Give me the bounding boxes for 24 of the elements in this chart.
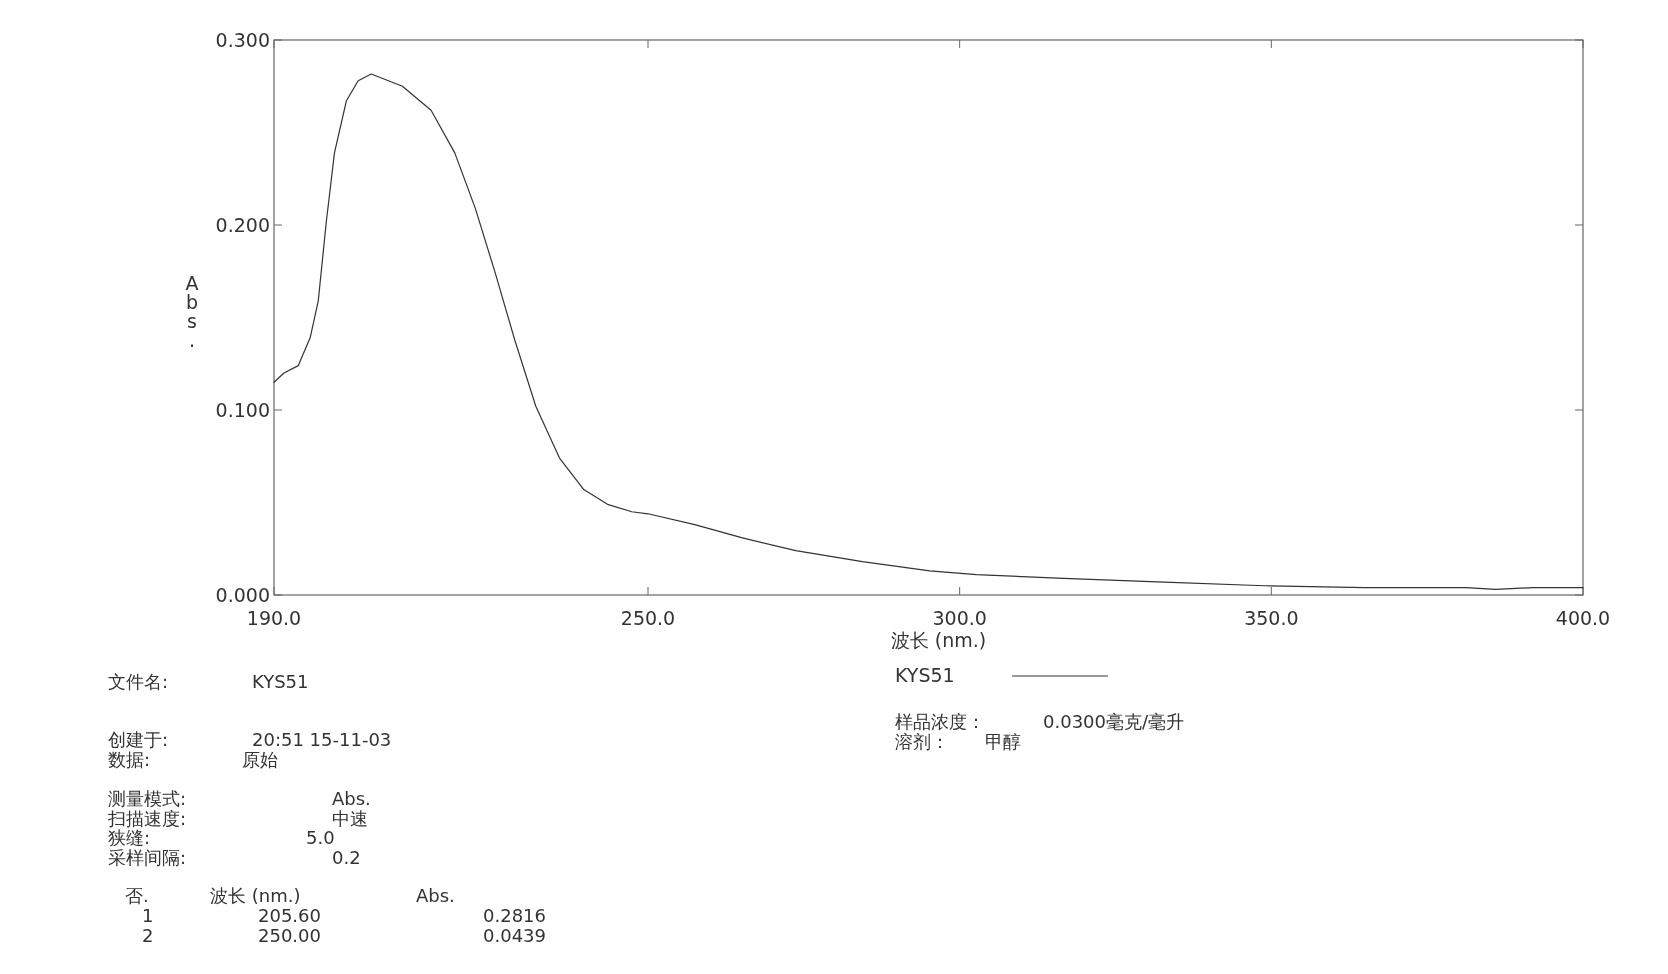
text: 创建于: 20:51 15-11-03 — [108, 729, 392, 750]
x-tick-label: 300.0 — [932, 607, 987, 629]
text: 溶剂： 甲醇 — [895, 731, 1021, 752]
text: 测量模式: Abs. — [108, 788, 371, 809]
x-tick-label: 250.0 — [620, 607, 676, 629]
text: 扫描速度: 中速 — [108, 808, 368, 829]
text: 否. 波长 (nm.) Abs. — [125, 885, 455, 906]
y-axis-title: Abs. — [185, 272, 199, 351]
text: 样品浓度： 0.0300毫克/毫升 — [895, 711, 1185, 732]
text: 狭缝: 5.0 — [108, 827, 335, 848]
y-tick-label: 0.000 — [215, 584, 270, 606]
x-tick-label: 190.0 — [246, 607, 302, 629]
y-tick-label: 0.200 — [215, 214, 270, 236]
text: KYS51 — [895, 664, 955, 686]
text: 采样间隔: 0.2 — [108, 847, 361, 868]
text: 1 205.60 0.2816 — [142, 905, 546, 926]
y-tick-label: 0.300 — [215, 29, 270, 51]
y-tick-label: 0.100 — [215, 399, 270, 421]
text: 2 250.00 0.0439 — [142, 925, 546, 946]
text: 文件名: KYS51 — [108, 671, 309, 692]
x-tick-label: 350.0 — [1244, 607, 1299, 629]
x-axis-title: 波长 (nm.) — [890, 629, 987, 651]
text: 数据: 原始 — [108, 749, 278, 770]
x-tick-label: 400.0 — [1555, 607, 1611, 629]
